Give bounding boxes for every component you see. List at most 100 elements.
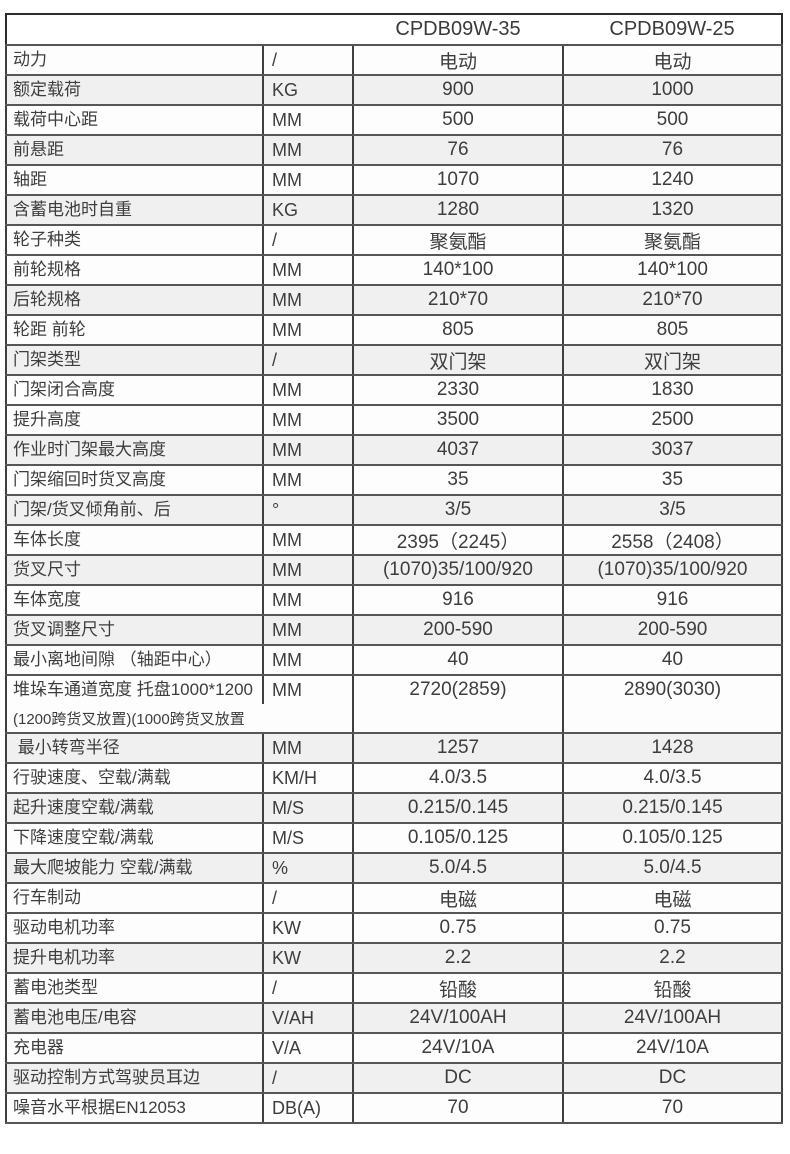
param-label-cell: 门架缩回时货叉高度	[5, 464, 264, 496]
param-label-cell: 门架类型	[5, 344, 264, 376]
value-cell-model2: 2500	[562, 404, 783, 436]
value-cell-model1: 0.75	[352, 912, 564, 944]
value-cell-model2: 3037	[562, 434, 783, 466]
param-label-cell: 蓄电池类型	[5, 972, 264, 1004]
param-label-cell: 额定载荷	[5, 74, 264, 106]
param-label-cell: 轴距	[5, 164, 264, 196]
unit-cell: MM	[262, 524, 354, 556]
value-cell-model1: 500	[352, 104, 564, 136]
value-cell-model1: (1070)35/100/920	[352, 554, 564, 586]
value-cell-model2: 24V/100AH	[562, 1002, 783, 1034]
param-label-cell: 提升电机功率	[5, 942, 264, 974]
spec-row: 行车制动 / 电磁 电磁	[5, 882, 783, 914]
unit-cell: M/S	[262, 822, 354, 854]
unit-cell: /	[262, 882, 354, 914]
param-label-cell: 噪音水平根据EN12053	[5, 1092, 264, 1124]
value-cell-model1: 140*100	[352, 254, 564, 286]
value-cell-model2: 0.75	[562, 912, 783, 944]
value-cell-model2: 70	[562, 1092, 783, 1124]
spec-row: 前悬距 MM 76 76	[5, 134, 783, 166]
unit-cell: MM	[262, 434, 354, 466]
unit-cell: °	[262, 494, 354, 526]
param-label-cell: 驱动控制方式驾驶员耳边	[5, 1062, 264, 1094]
param-label-cell: 提升高度	[5, 404, 264, 436]
value-cell-model2: 40	[562, 644, 783, 676]
unit-cell: V/A	[262, 1032, 354, 1064]
model2-header: CPDB09W-25	[563, 14, 782, 46]
unit-cell: /	[262, 1062, 354, 1094]
unit-cell: /	[262, 224, 354, 256]
spec-row: 门架/货叉倾角前、后 ° 3/5 3/5	[5, 494, 783, 526]
value-cell-model2: 0.105/0.125	[562, 822, 783, 854]
unit-cell: M/S	[262, 792, 354, 824]
value-cell-model1: 2330	[352, 374, 564, 406]
value-cell-model1: 聚氨酯	[352, 224, 564, 256]
value-cell-model2	[562, 704, 783, 734]
value-cell-model2: 3/5	[562, 494, 783, 526]
value-cell-model2: 2890(3030)	[562, 674, 783, 704]
spec-row: 车体长度 MM 2395（2245） 2558（2408）	[5, 524, 783, 556]
value-cell-model1: 76	[352, 134, 564, 166]
spec-row: 最小转弯半径 MM 1257 1428	[5, 732, 783, 764]
spec-row: 提升电机功率 KW 2.2 2.2	[5, 942, 783, 974]
spec-row: 充电器 V/A 24V/10A 24V/10A	[5, 1032, 783, 1064]
unit-cell: MM	[262, 614, 354, 646]
spec-row: 含蓄电池时自重 KG 1280 1320	[5, 194, 783, 226]
spec-row: 载荷中心距 MM 500 500	[5, 104, 783, 136]
param-label-cell: 货叉调整尺寸	[5, 614, 264, 646]
spec-row: 货叉调整尺寸 MM 200-590 200-590	[5, 614, 783, 646]
value-cell-model1: 电磁	[352, 882, 564, 914]
unit-cell: MM	[262, 464, 354, 496]
unit-cell: KG	[262, 194, 354, 226]
spec-row: 门架类型 / 双门架 双门架	[5, 344, 783, 376]
value-cell-model1: 4037	[352, 434, 564, 466]
value-cell-model1: 1257	[352, 732, 564, 764]
unit-cell: /	[262, 972, 354, 1004]
unit-cell: DB(A)	[262, 1092, 354, 1124]
value-cell-model1: 电动	[352, 44, 564, 76]
spec-row: 噪音水平根据EN12053 DB(A) 70 70	[5, 1092, 783, 1124]
param-label-cell: 最小离地间隙 （轴距中心）	[5, 644, 264, 676]
param-label-cell: 最大爬坡能力 空载/满载	[5, 852, 264, 884]
value-cell-model1: 2395（2245）	[352, 524, 564, 556]
param-label-cell: 轮距 前轮	[5, 314, 264, 346]
param-label-cell: 行驶速度、空载/满载	[5, 762, 264, 794]
value-cell-model1: 0.215/0.145	[352, 792, 564, 824]
value-cell-model1: 900	[352, 74, 564, 106]
value-cell-model1: 24V/100AH	[352, 1002, 564, 1034]
spec-row: 提升高度 MM 3500 2500	[5, 404, 783, 436]
spec-row: 车体宽度 MM 916 916	[5, 584, 783, 616]
value-cell-model1: 805	[352, 314, 564, 346]
value-cell-model1: 210*70	[352, 284, 564, 316]
spec-row: 驱动控制方式驾驶员耳边 / DC DC	[5, 1062, 783, 1094]
header-spacer	[6, 14, 353, 46]
spec-row: 驱动电机功率 KW 0.75 0.75	[5, 912, 783, 944]
value-cell-model2: 916	[562, 584, 783, 616]
param-label-cell: 门架闭合高度	[5, 374, 264, 406]
unit-cell: KW	[262, 942, 354, 974]
value-cell-model1: 5.0/4.5	[352, 852, 564, 884]
value-cell-model1: 70	[352, 1092, 564, 1124]
unit-cell: MM	[262, 134, 354, 166]
unit-cell: MM	[262, 314, 354, 346]
param-label-cell: 作业时门架最大高度	[5, 434, 264, 466]
value-cell-model1: 3/5	[352, 494, 564, 526]
spec-row-overflow: (1200跨货叉放置)(1000跨货叉放置	[5, 704, 783, 734]
unit-cell: KM/H	[262, 762, 354, 794]
spec-row: 轮子种类 / 聚氨酯 聚氨酯	[5, 224, 783, 256]
value-cell-model2: 1320	[562, 194, 783, 226]
unit-cell: MM	[262, 254, 354, 286]
model1-header: CPDB09W-35	[353, 14, 563, 46]
unit-cell: MM	[262, 374, 354, 406]
spec-row: 起升速度空载/满载 M/S 0.215/0.145 0.215/0.145	[5, 792, 783, 824]
value-cell-model2: 双门架	[562, 344, 783, 376]
param-label-cell: 货叉尺寸	[5, 554, 264, 586]
spec-row: 蓄电池类型 / 铅酸 铅酸	[5, 972, 783, 1004]
value-cell-model1: 4.0/3.5	[352, 762, 564, 794]
spec-row: 堆垛车通道宽度 托盘1000*1200 MM 2720(2859) 2890(3030…	[5, 674, 783, 704]
param-label-cell: 蓄电池电压/电容	[5, 1002, 264, 1034]
unit-cell: MM	[262, 584, 354, 616]
param-label-cell: 后轮规格	[5, 284, 264, 316]
value-cell-model2: 140*100	[562, 254, 783, 286]
